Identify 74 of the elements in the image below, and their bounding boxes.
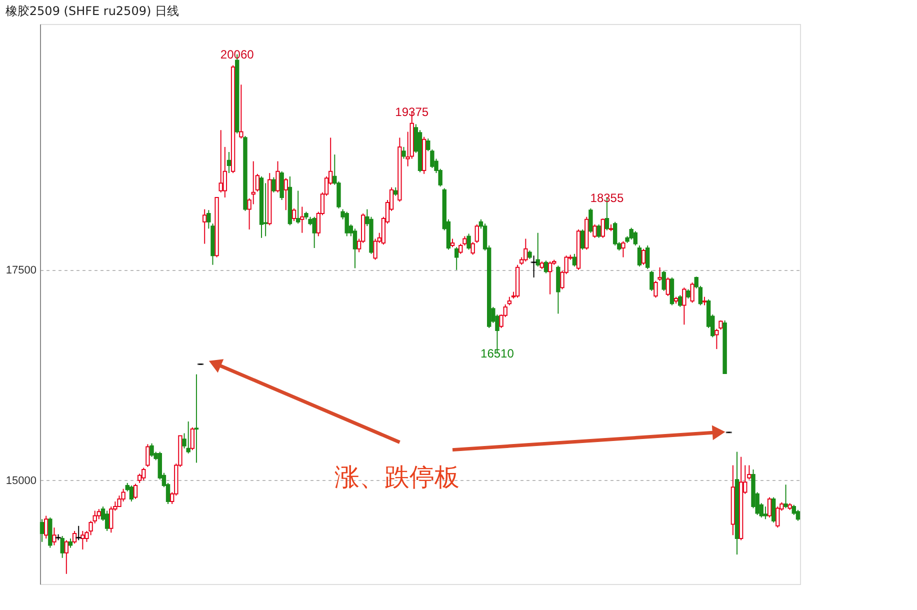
- candlestick: [218, 130, 223, 193]
- candlestick: [682, 287, 686, 326]
- candlestick: [129, 484, 134, 502]
- y-tick-label: 17500: [6, 264, 36, 276]
- candlestick: [60, 536, 64, 558]
- candlestick: [771, 496, 776, 524]
- candlestick: [596, 224, 601, 238]
- annotation: 19375: [395, 105, 429, 119]
- candlestick: [146, 444, 150, 468]
- candlestick: [272, 176, 276, 193]
- candlestick: [637, 244, 642, 268]
- chart-title: 橡胶2509 (SHFE ru2509) 日线: [5, 4, 179, 18]
- candlestick: [402, 146, 406, 160]
- candlestick: [654, 280, 658, 298]
- candlestick: [776, 506, 780, 528]
- candlestick: [767, 496, 772, 518]
- candlestick: [474, 224, 479, 244]
- candlestick: [186, 420, 190, 454]
- candlestick: [40, 518, 44, 542]
- candlestick: [678, 294, 682, 308]
- candlestick: [666, 276, 670, 296]
- candlestick: [572, 253, 577, 268]
- annotation: 18355: [590, 190, 624, 205]
- candlestick: [641, 248, 646, 266]
- candlestick: [763, 506, 768, 520]
- candlestick: [72, 530, 77, 544]
- candlestick: [190, 426, 195, 451]
- candlestick: [312, 216, 316, 248]
- candlestick: [226, 152, 232, 174]
- candlestick: [548, 260, 552, 295]
- candlestick: [300, 206, 304, 234]
- annotation: 16510: [480, 346, 514, 360]
- candlestick: [633, 230, 638, 246]
- candlestick: [470, 242, 475, 256]
- candlestick: [690, 282, 694, 304]
- candlestick: [80, 530, 85, 550]
- candlestick: [352, 228, 358, 269]
- annotation: 涨、跌停板: [334, 462, 460, 492]
- candlestick: [662, 270, 666, 292]
- candlestick: [650, 270, 654, 292]
- candlestick: [686, 288, 690, 300]
- candlestick: [784, 484, 788, 509]
- candlestick: [276, 160, 280, 193]
- candlestick: [104, 510, 110, 532]
- candlestick: [64, 540, 69, 574]
- candlestick: [536, 232, 540, 268]
- candlestick: [202, 208, 207, 244]
- candlestick: [524, 238, 528, 262]
- candlestick: [621, 240, 626, 258]
- candlestick: [645, 244, 650, 270]
- candlestick: [796, 509, 800, 522]
- candlestick: [600, 218, 605, 238]
- candlestick: [52, 527, 56, 546]
- candlestick: [133, 483, 138, 500]
- candlestick: [344, 211, 349, 237]
- candlestick: [96, 508, 102, 520]
- candlestick: [194, 374, 199, 464]
- candlestick: [150, 442, 154, 458]
- candlestick: [292, 208, 296, 222]
- candlestick: [296, 190, 300, 224]
- candlestick: [588, 208, 593, 234]
- y-tick-label: 15000: [6, 474, 36, 487]
- candlestick: [658, 266, 662, 282]
- annotation: 20060: [220, 47, 254, 62]
- candlestick: [544, 260, 548, 274]
- candlestick: [466, 233, 471, 250]
- candlestick: [284, 178, 288, 211]
- candlestick: [592, 224, 597, 238]
- candlestick: [44, 515, 48, 540]
- candlestick: [454, 246, 459, 270]
- candlestick: [580, 228, 585, 250]
- candlestick: [68, 538, 73, 548]
- candlestick: [239, 84, 244, 140]
- candlestick: [142, 467, 146, 481]
